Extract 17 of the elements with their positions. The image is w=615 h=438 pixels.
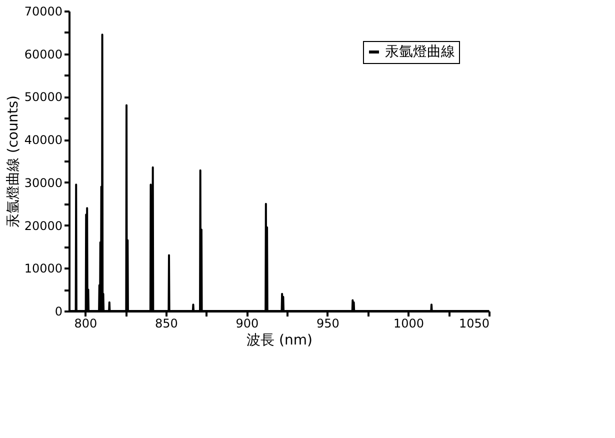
x-tick-label: 1050: [458, 316, 490, 330]
y-tick-label: 70000: [24, 4, 62, 18]
x-axis-title: 波長 (nm): [246, 332, 312, 348]
y-tick-label: 30000: [24, 176, 62, 190]
y-tick-label: 0: [54, 304, 62, 318]
y-tick-label: 10000: [24, 262, 62, 276]
legend-label: 汞氩燈曲線: [385, 44, 455, 60]
y-tick-label: 40000: [24, 133, 62, 148]
x-tick-label: 1000: [393, 316, 424, 330]
x-tick-label: 850: [154, 316, 178, 330]
y-tick-label: 50000: [24, 90, 62, 104]
y-axis-title: 汞氩燈曲線 (counts): [5, 95, 22, 228]
x-tick-label: 800: [74, 316, 98, 330]
x-tick-label: 900: [236, 316, 259, 330]
x-tick-label: 950: [316, 316, 340, 330]
y-tick-label: 20000: [24, 218, 62, 233]
y-tick-label: 60000: [24, 47, 62, 62]
